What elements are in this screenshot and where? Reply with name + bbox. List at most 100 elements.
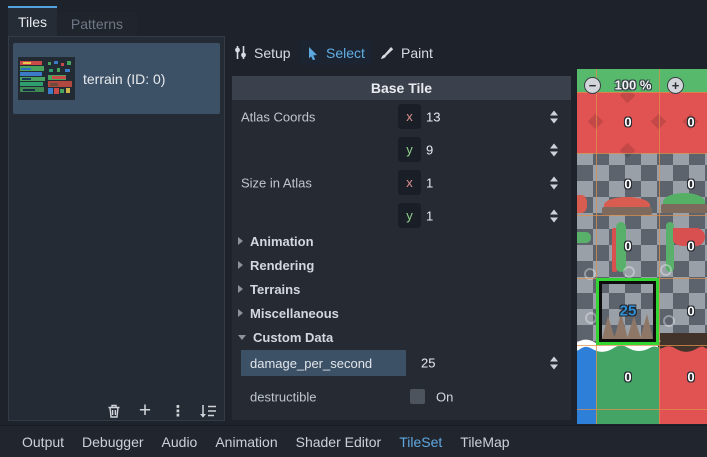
size-in-atlas-y-row: y 1 bbox=[232, 199, 571, 232]
bottom-tab-tilemap[interactable]: TileMap bbox=[460, 433, 510, 450]
size-in-atlas-label: Size in Atlas bbox=[241, 175, 312, 190]
bottom-tab-tileset[interactable]: TileSet bbox=[399, 433, 443, 450]
bottom-tab-shader-editor[interactable]: Shader Editor bbox=[295, 433, 382, 450]
tab-patterns[interactable]: Patterns bbox=[57, 12, 137, 36]
atlas-grid-line bbox=[577, 153, 707, 154]
kebab-menu-icon: ⋮ bbox=[170, 402, 186, 420]
selected-tile-border bbox=[599, 281, 656, 342]
water-green-tile bbox=[596, 345, 659, 424]
atlas-grid-line bbox=[577, 215, 707, 216]
tab-tiles[interactable]: Tiles bbox=[8, 6, 57, 36]
atlas-coords-x-value[interactable]: 13 bbox=[426, 109, 441, 124]
zoom-in-button[interactable]: + bbox=[667, 77, 684, 94]
sort-icon bbox=[200, 405, 216, 418]
plant-stem-green bbox=[616, 222, 626, 272]
chevron-right-icon bbox=[238, 309, 243, 317]
section-miscellaneous[interactable]: Miscellaneous bbox=[232, 301, 571, 325]
spinner-updown-icon[interactable] bbox=[550, 209, 558, 222]
tile-label: 0 bbox=[624, 238, 632, 254]
plant-stem-green bbox=[666, 222, 674, 272]
tile-label: 0 bbox=[687, 238, 695, 254]
tileset-thumbnail bbox=[18, 57, 75, 100]
bottom-tab-output[interactable]: Output bbox=[22, 433, 65, 450]
atlas-grid-line bbox=[577, 345, 707, 346]
damage-per-second-row: damage_per_second 25 bbox=[232, 348, 571, 378]
tile-label: 0 bbox=[687, 303, 695, 319]
bottom-panel-bar: Output Debugger Audio Animation Shader E… bbox=[0, 425, 707, 457]
sort-sources-button[interactable] bbox=[197, 400, 219, 422]
zoom-out-button[interactable]: − bbox=[584, 77, 601, 94]
select-mode-label: Select bbox=[326, 44, 365, 61]
tile-sources-panel: terrain (ID: 0) + ⋮ bbox=[8, 36, 225, 421]
plus-icon: + bbox=[671, 78, 680, 93]
delete-source-button[interactable] bbox=[103, 400, 125, 422]
atlas-coords-y-value[interactable]: 9 bbox=[426, 142, 434, 157]
tile-label: 0 bbox=[624, 369, 632, 385]
section-custom-data[interactable]: Custom Data bbox=[232, 325, 571, 349]
damage-per-second-value[interactable]: 25 bbox=[421, 355, 436, 371]
plus-icon: + bbox=[138, 399, 152, 422]
chevron-right-icon bbox=[238, 285, 243, 293]
axis-y-badge: y bbox=[398, 203, 421, 228]
damage-per-second-property[interactable]: damage_per_second bbox=[241, 350, 406, 376]
atlas-coords-x-row: Atlas Coords x 13 bbox=[232, 100, 571, 133]
atlas-grid-line bbox=[577, 92, 707, 93]
damage-per-second-label: damage_per_second bbox=[250, 355, 373, 371]
spinner-updown-icon[interactable] bbox=[550, 110, 558, 123]
zoom-level: 100 % bbox=[614, 77, 652, 93]
tile-label: 0 bbox=[687, 176, 695, 192]
selected-tile-label: 25 bbox=[619, 302, 637, 320]
minus-icon: − bbox=[588, 78, 597, 93]
tile-label: 0 bbox=[687, 114, 695, 130]
source-menu-button[interactable]: ⋮ bbox=[167, 400, 189, 422]
base-tile-header: Base Tile bbox=[232, 76, 571, 100]
bottom-tab-audio[interactable]: Audio bbox=[161, 433, 198, 450]
selected-tile[interactable] bbox=[596, 278, 659, 345]
cursor-icon bbox=[309, 46, 318, 60]
tile-label: 0 bbox=[687, 369, 695, 385]
section-terrains[interactable]: Terrains bbox=[232, 277, 571, 301]
size-in-atlas-x-row: Size in Atlas x 1 bbox=[232, 166, 571, 199]
tune-icon bbox=[235, 46, 246, 59]
atlas-coords-label: Atlas Coords bbox=[241, 109, 316, 124]
destructible-label: destructible bbox=[250, 389, 317, 405]
paint-mode-label: Paint bbox=[401, 44, 433, 61]
axis-x-badge: x bbox=[398, 170, 421, 195]
atlas-preview-panel[interactable]: 0 0 0 0 0 0 25 0 0 0 − 100 % + bbox=[577, 69, 707, 424]
plant-stem-red bbox=[612, 228, 617, 272]
spinner-updown-icon[interactable] bbox=[550, 356, 558, 370]
chevron-down-icon bbox=[238, 334, 246, 340]
axis-y-badge: y bbox=[398, 137, 421, 162]
atlas-red-band bbox=[577, 92, 707, 153]
size-in-atlas-y-value[interactable]: 1 bbox=[426, 208, 434, 223]
section-rendering[interactable]: Rendering bbox=[232, 253, 571, 277]
select-mode-button[interactable]: Select bbox=[299, 40, 372, 65]
red-blob bbox=[577, 195, 587, 213]
destructible-on-label: On bbox=[436, 389, 454, 405]
destructible-checkbox[interactable] bbox=[410, 389, 425, 404]
spikes-tile-art bbox=[602, 313, 653, 339]
tile-label: 0 bbox=[624, 176, 632, 192]
spinner-updown-icon[interactable] bbox=[550, 176, 558, 189]
spinner-updown-icon[interactable] bbox=[550, 143, 558, 156]
chevron-right-icon bbox=[238, 237, 243, 245]
plant-leaf-green bbox=[577, 232, 591, 243]
setup-mode-button[interactable]: Setup bbox=[233, 40, 291, 65]
paint-mode-button[interactable]: Paint bbox=[380, 40, 433, 65]
trash-icon bbox=[108, 404, 120, 418]
tile-inspector-panel: Base Tile Atlas Coords x 13 y 9 Size in … bbox=[232, 76, 571, 420]
plant-leaf-red bbox=[673, 228, 705, 246]
setup-mode-label: Setup bbox=[254, 44, 291, 61]
mushroom-base bbox=[661, 204, 707, 213]
bottom-tab-animation[interactable]: Animation bbox=[215, 433, 278, 450]
section-animation[interactable]: Animation bbox=[232, 229, 571, 253]
atlas-grid-line bbox=[659, 69, 660, 424]
mushroom-base bbox=[602, 207, 652, 215]
bottom-tab-debugger[interactable]: Debugger bbox=[82, 433, 144, 450]
tile-source-item[interactable]: terrain (ID: 0) bbox=[13, 43, 220, 114]
atlas-grid-line bbox=[577, 409, 707, 410]
water-red-tile bbox=[659, 345, 707, 424]
size-in-atlas-x-value[interactable]: 1 bbox=[426, 175, 434, 190]
add-source-button[interactable]: + bbox=[134, 400, 156, 422]
